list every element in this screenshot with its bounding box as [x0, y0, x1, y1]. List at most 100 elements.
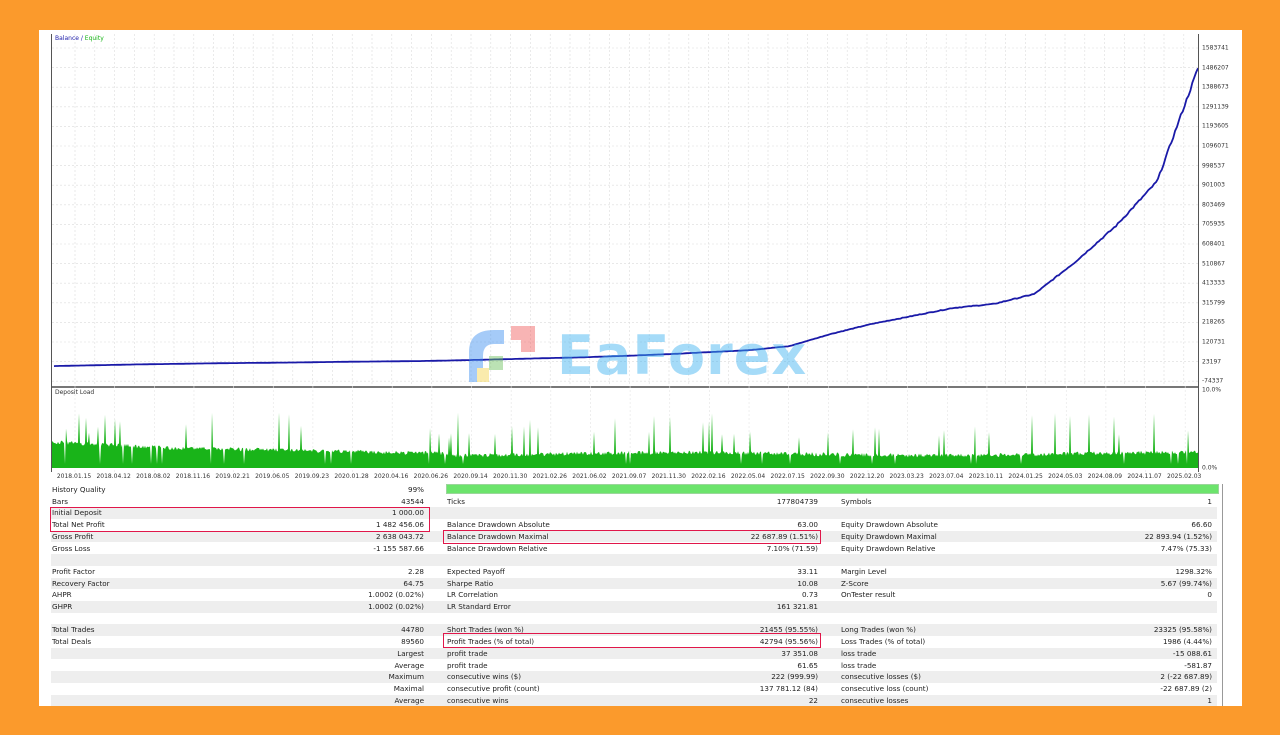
stats-row: AHPR 1.0002 (0.02%) LR Correlation 0.73 OnTe…: [51, 589, 1217, 601]
stat-value: 42794 (95.56%): [759, 637, 818, 647]
x-tick-label: 2020.06.26: [413, 473, 449, 480]
x-tick-label: 2022.12.20: [849, 473, 885, 480]
stat-value: -22 687.89 (2): [1160, 683, 1212, 693]
stat-value: 44780: [401, 625, 424, 635]
stats-row: [51, 554, 1217, 566]
stat-value: 2 638 043.72: [375, 531, 424, 541]
balance-curve-plot: [52, 34, 1199, 386]
stat-label: Profit Trades (% of total): [447, 637, 535, 647]
stat-label: consecutive wins: [447, 695, 509, 705]
stat-value: Maximal: [393, 683, 424, 693]
balance-equity-chart: Balance / Equity: [51, 34, 1199, 388]
y-tick-label: 1193605: [1202, 122, 1229, 130]
x-tick-label: 2019.06.05: [255, 473, 290, 480]
y-tick-label: 1291139: [1202, 103, 1229, 111]
x-axis: 2018.01.15 2018.04.12 2018.08.02 2018.11.16…: [51, 472, 1202, 482]
stat-label: Balance Drawdown Absolute: [447, 520, 550, 530]
stat-value: -1 155 587.66: [373, 543, 424, 553]
stat-value: 161 321.81: [776, 602, 818, 611]
y-tick-label: 803469: [1202, 201, 1225, 209]
stat-value: -581.87: [1184, 660, 1212, 670]
stat-label: Bars: [52, 496, 69, 506]
stat-value: 177804739: [776, 496, 818, 506]
y-tick-label: 1388673: [1202, 83, 1229, 91]
stat-label: Balance Drawdown Maximal: [447, 531, 549, 541]
stat-label: GHPR: [52, 602, 73, 611]
stat-label: Symbols: [841, 496, 872, 506]
stat-label: Ticks: [447, 496, 466, 506]
x-tick-label: 2021.11.30: [651, 473, 686, 480]
stat-value: 1 000.00: [391, 508, 424, 518]
x-tick-label: 2022.09.30: [810, 473, 845, 480]
stat-value: 0.73: [801, 590, 818, 600]
stat-value: Average: [394, 695, 424, 705]
stat-label: Expected Payoff: [447, 566, 505, 576]
stat-value: 1298.32%: [1175, 566, 1212, 576]
stat-label: Gross Profit: [52, 531, 94, 541]
stat-value: 21455 (95.55%): [759, 625, 818, 635]
x-tick-label: 2020.01.28: [334, 473, 369, 480]
stat-label: consecutive profit (count): [447, 683, 540, 693]
stats-row: Bars 43544 Ticks 177804739 Symbols 1: [51, 496, 1217, 508]
stats-row: GHPR 1.0002 (0.02%) LR Standard Error 161 3…: [51, 601, 1217, 613]
y-tick-label: 998537: [1202, 162, 1225, 170]
y-tick-label: 510867: [1202, 260, 1225, 268]
stat-value: 66.60: [1191, 520, 1212, 530]
stat-value: Largest: [397, 648, 424, 658]
x-tick-label: 2024.05.03: [1048, 473, 1083, 480]
stat-label: consecutive wins ($): [447, 672, 521, 682]
stats-row: Total Net Profit 1 482 456.06 Balance Draw…: [51, 519, 1217, 531]
y-axis: 1583741 1486207 1388673 1291139 1193605 10960…: [1198, 34, 1242, 386]
stat-label: profit trade: [447, 660, 488, 670]
chart-title: Balance / Equity: [55, 35, 104, 42]
stats-row: Gross Loss -1 155 587.66 Balance Drawdown …: [51, 543, 1217, 555]
load-axis-top: 10.0%: [1202, 386, 1222, 394]
stat-value: Average: [394, 660, 424, 670]
stat-label: Profit Factor: [52, 566, 96, 576]
stats-row: Average profit trade 61.65 loss trade -581.8…: [51, 660, 1217, 672]
stat-label: LR Correlation: [447, 590, 498, 600]
stat-label: loss trade: [841, 660, 877, 670]
x-tick-label: 2025.02.03: [1167, 473, 1202, 480]
y-tick-label: 1583741: [1202, 44, 1229, 52]
y-tick-label: 218265: [1202, 318, 1225, 326]
balance-legend: Balance: [55, 35, 79, 42]
stat-value: -15 088.61: [1172, 648, 1212, 658]
stats-row: Gross Profit 2 638 043.72 Balance Drawdown…: [51, 530, 1217, 543]
x-tick-label: 2022.05.04: [730, 473, 766, 480]
y-tick-label: -74337: [1202, 377, 1224, 385]
x-tick-label: 2024.01.25: [1008, 473, 1043, 480]
stats-row: Profit Factor 2.28 Expected Payoff 33.11 Mar…: [51, 566, 1217, 578]
stats-row: [51, 613, 1217, 625]
x-tick-label: 2018.01.15: [56, 473, 92, 480]
stat-value: 1 482 456.06: [375, 520, 424, 530]
x-tick-label: 2024.08.09: [1087, 473, 1123, 480]
stats-row: Maximal consecutive profit (count) 137 781…: [51, 683, 1217, 695]
stats-row-history-quality: History Quality 99%: [52, 485, 424, 494]
x-tick-label: 2023.10.11: [968, 473, 1004, 480]
stat-label: Short Trades (won %): [447, 625, 524, 635]
stats-row: Largest profit trade 37 351.08 loss trade -1…: [51, 647, 1217, 660]
deposit-load-bars: [52, 386, 1199, 472]
stat-label: Equity Drawdown Relative: [841, 543, 936, 553]
stat-label: consecutive losses: [841, 695, 909, 705]
stats-row: Average consecutive wins 22 consecutive los…: [51, 694, 1217, 706]
y-tick-label: 120731: [1202, 338, 1225, 346]
stat-label: OnTester result: [841, 590, 896, 600]
stat-value: 2.28: [407, 566, 424, 576]
x-tick-label: 2020.11.30: [492, 473, 528, 480]
stat-value: 5.67 (99.74%): [1160, 578, 1212, 588]
stat-label: Equity Drawdown Absolute: [841, 520, 938, 530]
stat-value: 137 781.12 (84): [759, 683, 818, 693]
x-tick-label: 2021.06.02: [572, 473, 607, 480]
y-tick-label: 23197: [1202, 358, 1222, 366]
stat-value: 22: [808, 695, 818, 705]
x-tick-label: 2022.02.16: [691, 473, 726, 480]
y-tick-label: 413333: [1202, 279, 1225, 287]
x-tick-label: 2018.08.02: [136, 473, 171, 480]
stat-value: 23325 (95.58%): [1153, 625, 1212, 635]
stat-label: Equity Drawdown Maximal: [841, 531, 937, 541]
deposit-load-title: Deposit Load: [55, 389, 95, 396]
stat-value: 1.0002 (0.02%): [368, 590, 424, 600]
x-tick-label: 2024.11.07: [1127, 473, 1162, 480]
